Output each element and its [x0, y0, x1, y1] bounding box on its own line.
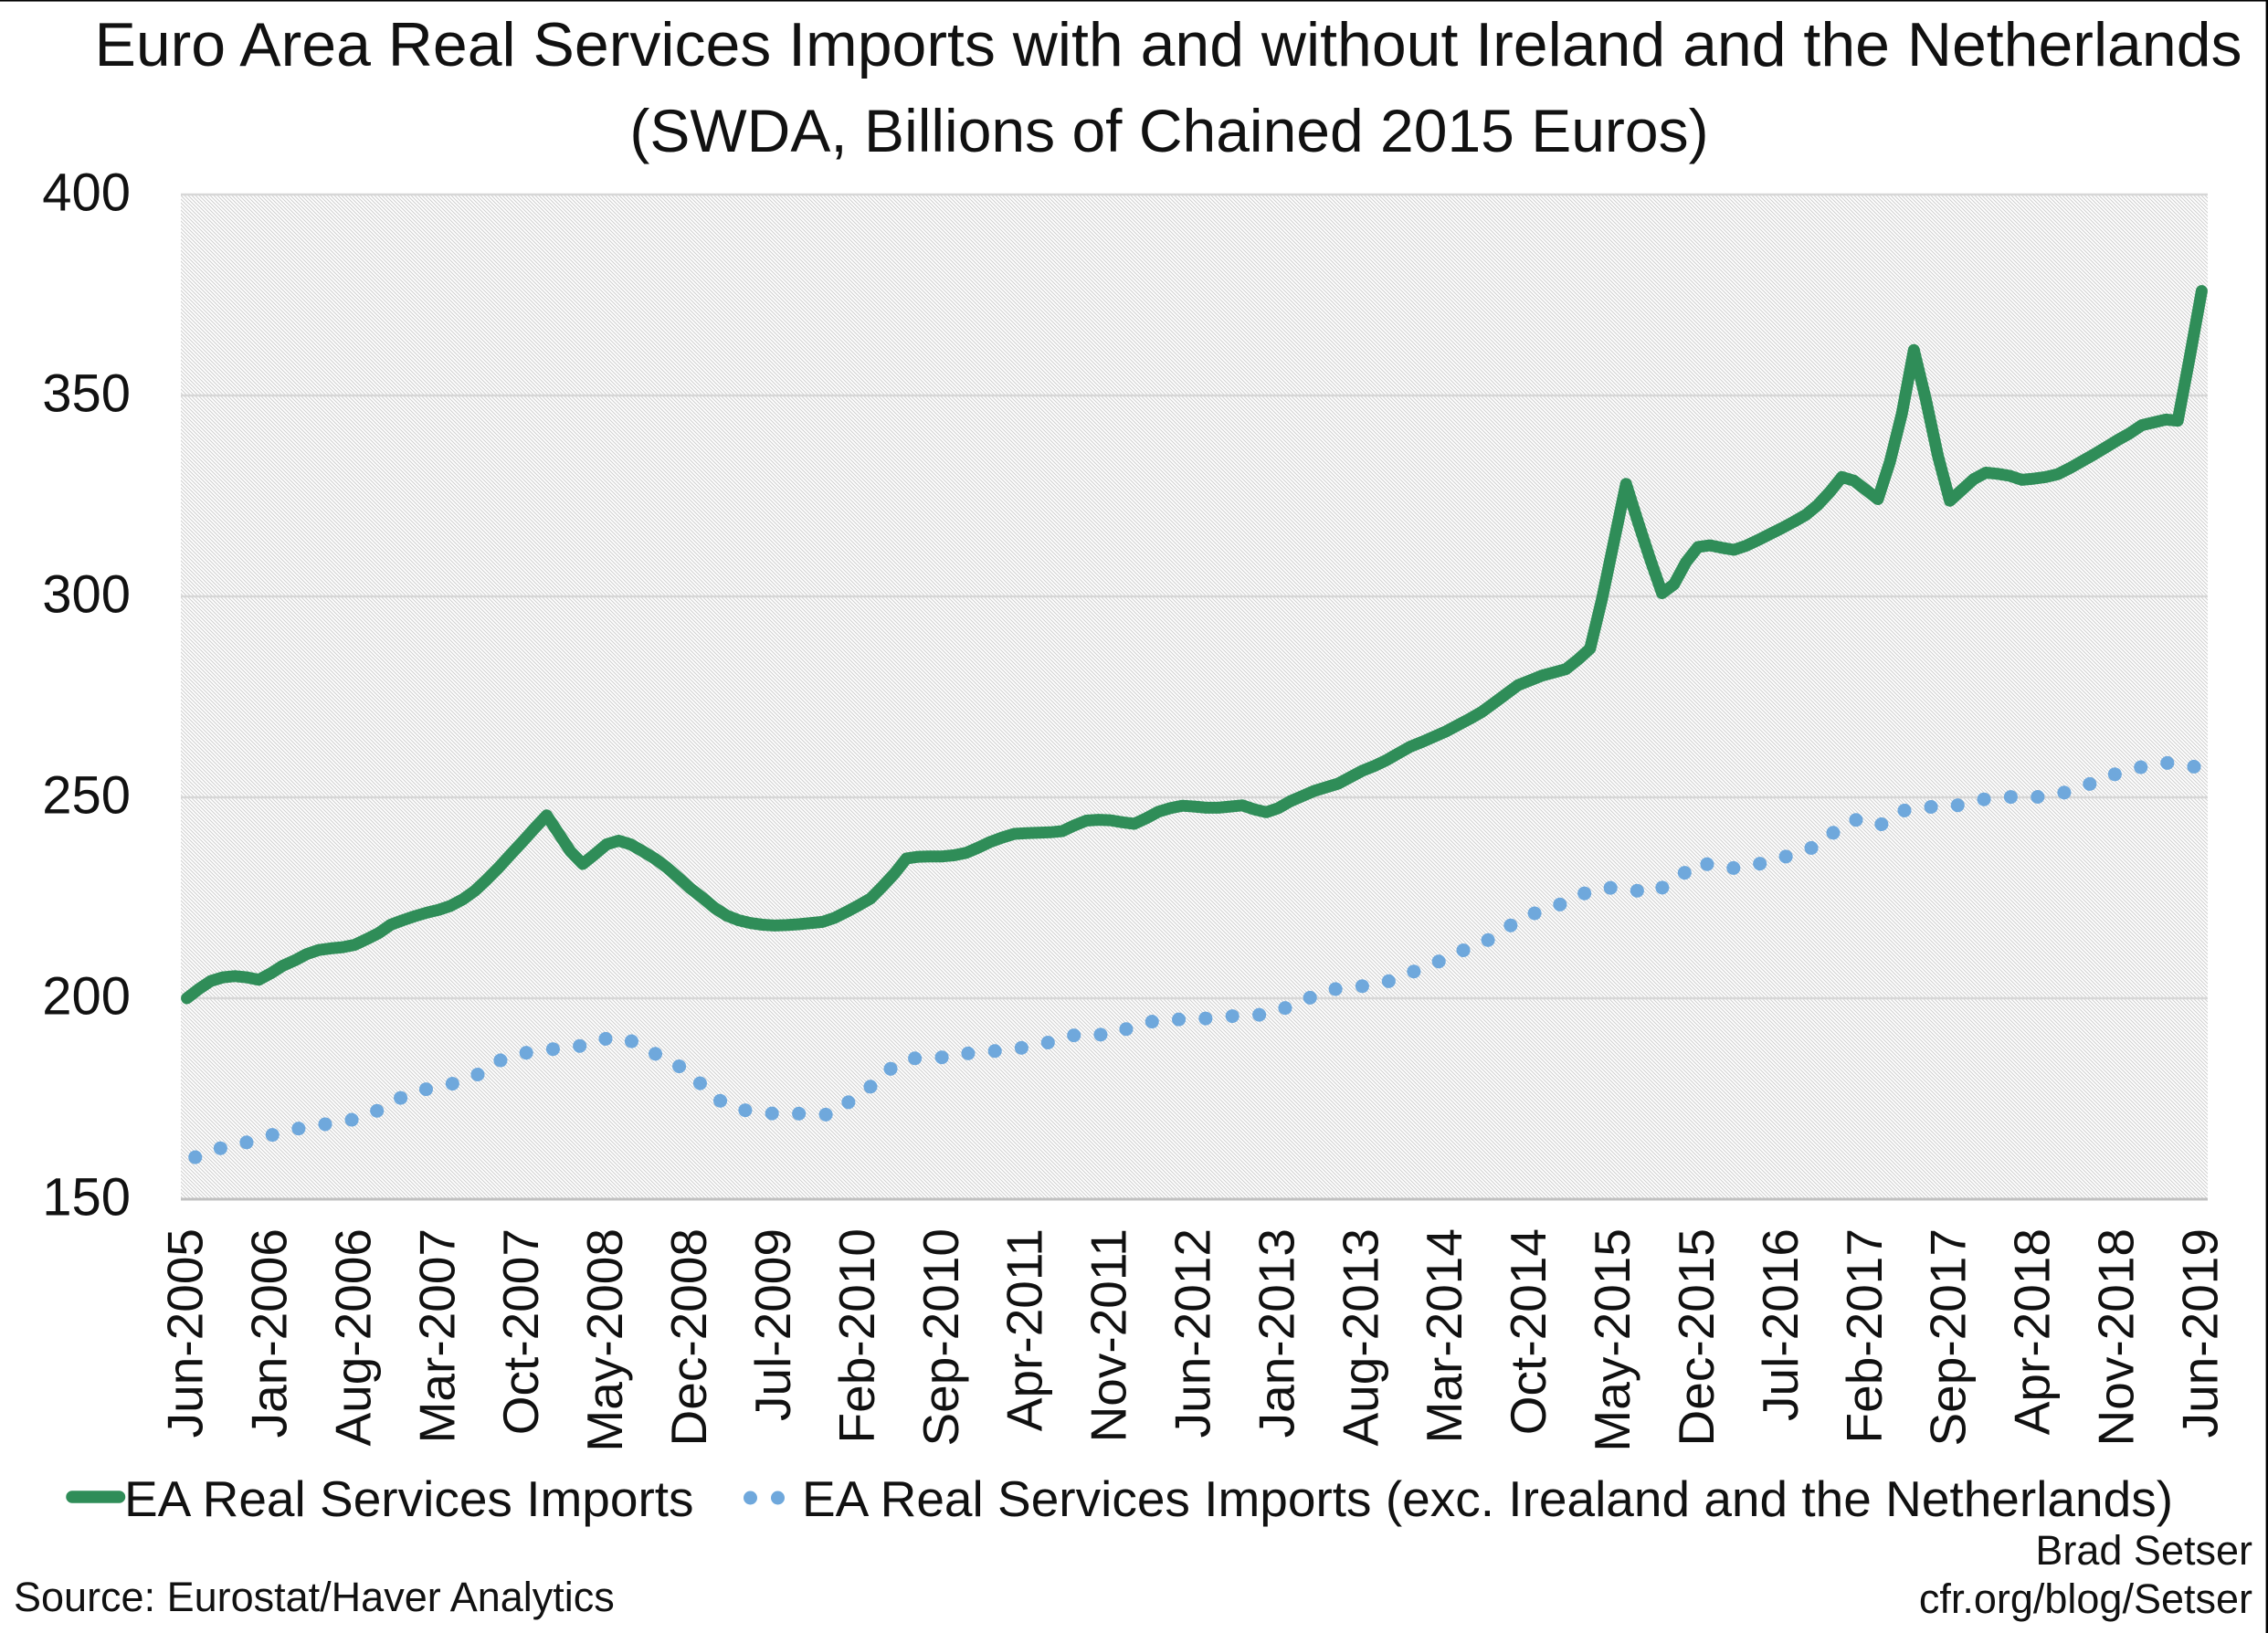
svg-text:Source: Eurostat/Haver Analyti: Source: Eurostat/Haver Analytics [14, 1574, 615, 1620]
svg-text:Dec-2015: Dec-2015 [1668, 1228, 1725, 1446]
svg-text:Jan-2006: Jan-2006 [241, 1228, 298, 1438]
svg-text:Euro Area Real Services Import: Euro Area Real Services Imports with and… [94, 10, 2242, 79]
svg-text:May-2008: May-2008 [576, 1228, 633, 1452]
svg-text:400: 400 [42, 163, 131, 223]
svg-text:Feb-2017: Feb-2017 [1836, 1228, 1893, 1443]
svg-text:Sep-2010: Sep-2010 [912, 1228, 969, 1447]
svg-text:200: 200 [42, 967, 131, 1027]
svg-text:150: 150 [42, 1168, 131, 1227]
svg-text:(SWDA, Billions of Chained 201: (SWDA, Billions of Chained 2015 Euros) [629, 97, 1708, 164]
svg-text:Jul-2016: Jul-2016 [1752, 1228, 1809, 1421]
svg-text:Sep-2017: Sep-2017 [1920, 1228, 1977, 1447]
svg-text:May-2015: May-2015 [1584, 1228, 1640, 1452]
svg-text:Mar-2007: Mar-2007 [408, 1228, 465, 1443]
svg-text:Jun-2019: Jun-2019 [2171, 1228, 2228, 1438]
svg-text:Nov-2011: Nov-2011 [1081, 1228, 1137, 1442]
svg-text:Jul-2009: Jul-2009 [744, 1228, 801, 1421]
svg-text:Mar-2014: Mar-2014 [1416, 1228, 1472, 1443]
svg-text:Jun-2005: Jun-2005 [157, 1228, 214, 1438]
svg-text:Feb-2010: Feb-2010 [828, 1228, 885, 1443]
svg-text:Dec-2008: Dec-2008 [660, 1228, 717, 1446]
svg-text:EA Real Services Imports (exc.: EA Real Services Imports (exc. Irealand … [802, 1470, 2173, 1527]
svg-text:Brad Setser: Brad Setser [2035, 1527, 2252, 1574]
svg-text:Jan-2013: Jan-2013 [1248, 1228, 1304, 1438]
svg-text:250: 250 [42, 766, 131, 826]
svg-text:Aug-2013: Aug-2013 [1332, 1228, 1388, 1447]
svg-text:300: 300 [42, 565, 131, 625]
svg-text:350: 350 [42, 364, 131, 424]
svg-text:Oct-2007: Oct-2007 [492, 1228, 549, 1435]
svg-text:Nov-2018: Nov-2018 [2088, 1228, 2145, 1446]
svg-text:Jun-2012: Jun-2012 [1165, 1228, 1221, 1438]
svg-text:Apr-2018: Apr-2018 [2004, 1228, 2061, 1435]
svg-text:Apr-2011: Apr-2011 [997, 1228, 1053, 1431]
svg-text:Oct-2014: Oct-2014 [1500, 1228, 1556, 1435]
svg-text:EA Real Services Imports: EA Real Services Imports [124, 1470, 694, 1527]
svg-text:Aug-2006: Aug-2006 [324, 1228, 381, 1447]
svg-text:cfr.org/blog/Setser: cfr.org/blog/Setser [1919, 1575, 2252, 1622]
